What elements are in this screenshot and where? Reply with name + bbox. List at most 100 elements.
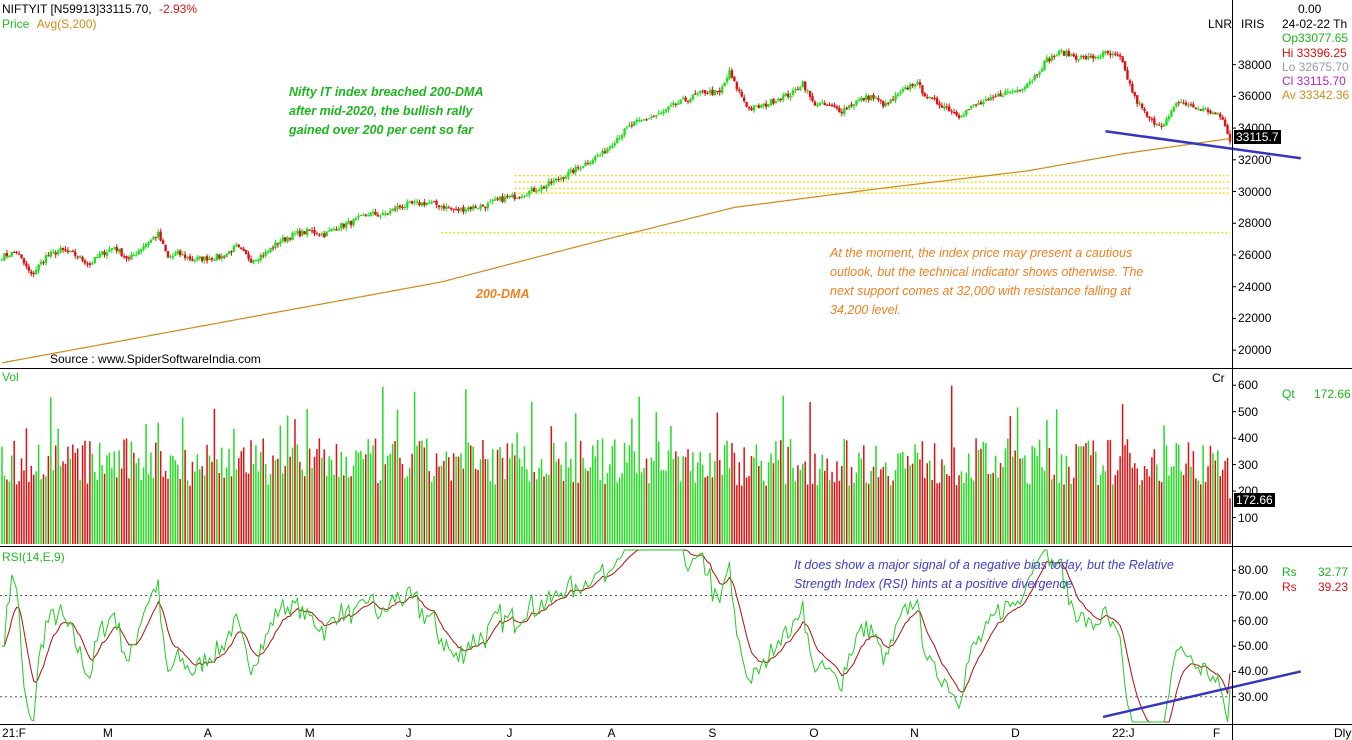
volume-bar xyxy=(299,461,301,544)
volume-bar xyxy=(533,471,535,544)
candle-body xyxy=(830,104,834,107)
candle-body xyxy=(1094,56,1097,58)
volume-bar xyxy=(440,465,443,544)
candle-body xyxy=(1118,55,1122,57)
volume-bar xyxy=(198,469,201,544)
volume-bar xyxy=(521,466,523,544)
volume-bar xyxy=(738,462,741,544)
volume-bar xyxy=(86,483,89,544)
candle-body xyxy=(686,100,690,102)
candle-body xyxy=(747,107,751,109)
volume-bar xyxy=(1080,446,1082,544)
price-axis-tick: 22000 xyxy=(1238,311,1272,326)
candle-body xyxy=(872,94,875,99)
volume-bar xyxy=(1058,482,1060,544)
volume-bar xyxy=(1163,425,1165,544)
candle-body xyxy=(423,202,426,206)
volume-bar xyxy=(853,482,855,544)
candle-body xyxy=(208,258,211,260)
symbol-text: NIFTYIT [N59913]33115.70, xyxy=(2,2,152,16)
volume-bar xyxy=(445,451,448,544)
candle-body xyxy=(633,121,636,126)
candle-body xyxy=(171,255,175,258)
volume-bar xyxy=(916,452,919,544)
volume-bar xyxy=(113,451,116,544)
volume-bar xyxy=(343,475,345,544)
volume-bar xyxy=(928,460,931,544)
volume-bar xyxy=(855,472,858,544)
volume-axis-tick: 500 xyxy=(1238,404,1259,419)
volume-bar xyxy=(828,480,831,544)
volume-bar xyxy=(1134,463,1136,544)
volume-bar xyxy=(631,418,633,544)
candle-body xyxy=(457,208,460,211)
candle-body xyxy=(496,198,499,200)
candle-body xyxy=(838,108,841,113)
candle-body xyxy=(247,253,250,259)
candle-body xyxy=(738,89,741,92)
lnr-label[interactable]: LNR xyxy=(1208,17,1233,31)
candle-body xyxy=(1165,119,1168,126)
volume-bar xyxy=(477,470,479,544)
candle-body xyxy=(1109,53,1112,56)
volume-bar xyxy=(711,477,714,544)
volume-bar xyxy=(635,472,638,544)
volume-bar xyxy=(1053,474,1055,544)
volume-bar xyxy=(772,463,775,544)
candle-body xyxy=(926,96,929,99)
candle-body xyxy=(1011,90,1014,92)
candle-body xyxy=(513,194,516,200)
candle-body xyxy=(401,206,404,209)
volume-bar xyxy=(460,453,462,544)
candle-body xyxy=(760,105,763,108)
candle-body xyxy=(933,97,936,99)
volume-bar xyxy=(377,483,379,544)
volume-bar xyxy=(311,468,313,544)
candle-body xyxy=(635,120,638,123)
volume-bar xyxy=(648,483,650,544)
volume-bar xyxy=(1177,444,1180,544)
candle-body xyxy=(3,253,6,261)
candle-body xyxy=(620,134,624,139)
volume-bar xyxy=(452,453,455,544)
volume-bar xyxy=(792,467,794,544)
candle-body xyxy=(1199,109,1202,111)
candle-body xyxy=(166,251,170,258)
candle-body xyxy=(950,111,953,113)
candle-body xyxy=(637,119,641,121)
volume-bar xyxy=(1124,445,1126,544)
volume-bar xyxy=(894,470,897,544)
volume-bar xyxy=(67,446,69,544)
volume-axis-tick: 400 xyxy=(1238,431,1259,446)
volume-bar xyxy=(670,426,672,544)
candle-body xyxy=(1009,92,1012,94)
candle-body xyxy=(552,180,555,183)
timeframe-label[interactable]: Dly xyxy=(1334,726,1352,740)
volume-bar xyxy=(396,409,399,544)
volume-bar xyxy=(733,452,736,544)
volume-bar xyxy=(675,451,677,544)
volume-bar xyxy=(487,459,489,544)
volume-bar xyxy=(264,463,267,544)
candle-body xyxy=(115,246,118,252)
volume-bar xyxy=(291,447,294,544)
volume-bar xyxy=(1126,439,1129,544)
volume-bar xyxy=(208,455,211,544)
candle-body xyxy=(1106,50,1110,54)
candle-body xyxy=(462,207,465,212)
candle-body xyxy=(398,205,402,208)
volume-bar xyxy=(845,440,848,544)
volume-bar xyxy=(6,479,8,544)
volume-bar xyxy=(1119,456,1121,544)
candle-body xyxy=(733,76,736,82)
volume-bar xyxy=(584,468,587,544)
volume-bar xyxy=(179,478,181,544)
candle-body xyxy=(1170,110,1173,117)
volume-bar xyxy=(15,484,18,544)
iris-label[interactable]: IRIS xyxy=(1241,17,1265,31)
volume-bar xyxy=(601,438,604,544)
candle-body xyxy=(445,206,448,209)
candle-body xyxy=(689,98,692,102)
volume-bar xyxy=(164,470,167,544)
volume-bar xyxy=(1085,443,1087,544)
